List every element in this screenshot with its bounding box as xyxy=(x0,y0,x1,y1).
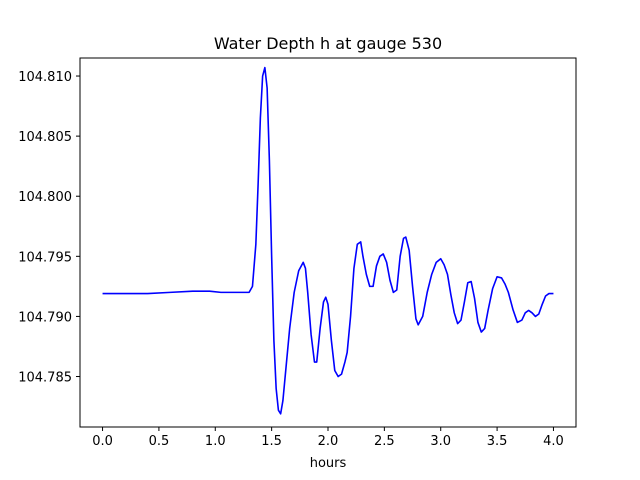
plot-area xyxy=(102,66,554,415)
y-axis-ticks: 104.785 104.790 104.795 104.800 104.805 104.8… xyxy=(18,70,80,386)
x-axis-ticks: 0.0 0.5 1.0 1.5 2.0 2.5 3.0 3.5 4.0 xyxy=(92,427,564,449)
chart-title: Water Depth h at gauge 530 xyxy=(214,34,442,53)
x-axis-label: hours xyxy=(310,456,347,471)
y-tick-label: 104.805 xyxy=(18,130,72,145)
x-tick-label: 0.5 xyxy=(149,434,170,449)
y-tick-label: 104.810 xyxy=(18,70,72,85)
x-tick-label: 3.0 xyxy=(430,434,451,449)
x-tick-label: 4.0 xyxy=(543,434,564,449)
axes-frame xyxy=(79,57,577,428)
x-tick-label: 1.0 xyxy=(205,434,226,449)
y-tick-label: 104.785 xyxy=(18,371,72,386)
x-tick-label: 0.0 xyxy=(92,434,113,449)
y-tick-label: 104.800 xyxy=(18,190,72,205)
y-tick-label: 104.790 xyxy=(18,310,72,325)
y-tick-label: 104.795 xyxy=(18,250,72,265)
x-tick-label: 2.0 xyxy=(318,434,339,449)
x-tick-label: 2.5 xyxy=(374,434,395,449)
x-tick-label: 3.5 xyxy=(487,434,508,449)
x-tick-label: 1.5 xyxy=(261,434,282,449)
series-line-water-depth xyxy=(102,66,554,415)
